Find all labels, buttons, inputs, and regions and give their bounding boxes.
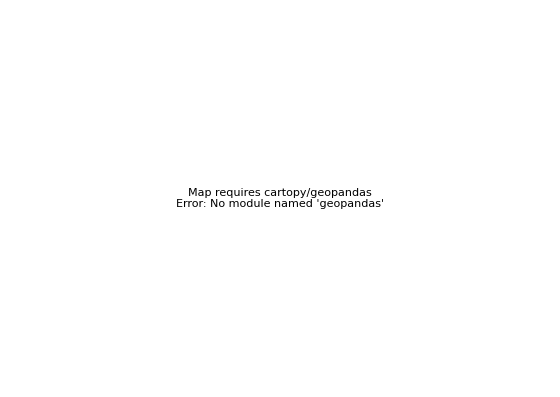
Text: Map requires cartopy/geopandas
Error: No module named 'geopandas': Map requires cartopy/geopandas Error: No…	[176, 188, 384, 209]
